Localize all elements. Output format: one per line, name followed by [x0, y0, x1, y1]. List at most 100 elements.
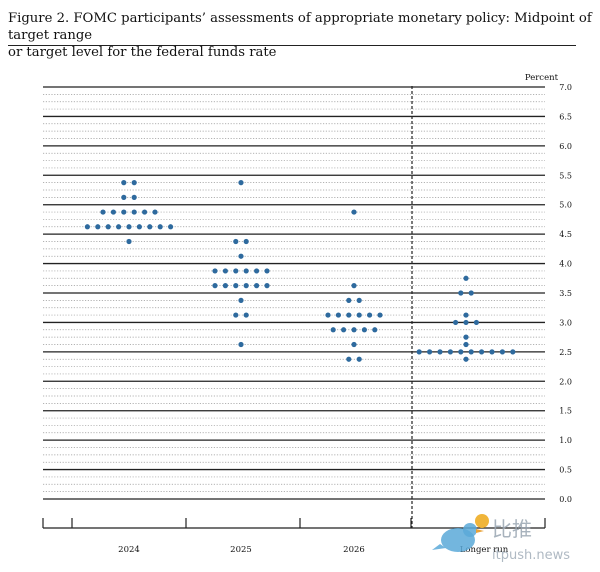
participant-dot: [356, 312, 362, 318]
participant-dot: [243, 268, 249, 274]
participant-dot: [499, 349, 505, 355]
participant-dot: [233, 312, 239, 318]
y-tick-label: 4.5: [559, 230, 572, 239]
dots: [84, 180, 516, 362]
participant-dot: [238, 180, 244, 186]
participant-dot: [372, 327, 378, 333]
participant-dot: [437, 349, 443, 355]
grid-lines: [43, 86, 545, 500]
participant-dot: [510, 349, 516, 355]
participant-dot: [468, 349, 474, 355]
y-tick-label: 1.5: [559, 407, 572, 416]
participant-dot: [238, 253, 244, 259]
figure-title: Figure 2. FOMC participants’ assessments…: [8, 10, 592, 61]
participant-dot: [222, 268, 228, 274]
x-axis: [42, 518, 546, 529]
participant-dot: [84, 224, 90, 230]
y-tick-label: 4.0: [559, 260, 572, 269]
figure-title-line-2: or target level for the federal funds ra…: [8, 45, 277, 60]
participant-dot: [126, 224, 132, 230]
participant-dot: [367, 312, 373, 318]
participant-dot: [427, 349, 433, 355]
participant-dot: [489, 349, 495, 355]
participant-dot: [212, 283, 218, 289]
participant-dot: [356, 297, 362, 303]
watermark-text-primary: 比推: [492, 517, 532, 541]
participant-dot: [416, 349, 422, 355]
y-tick-label: 3.0: [559, 318, 572, 327]
participant-dot: [243, 238, 249, 245]
participant-dot: [157, 224, 163, 230]
participant-dot: [126, 238, 132, 245]
y-tick-label: 6.5: [559, 112, 572, 121]
y-axis-label: Percent: [525, 73, 559, 83]
participant-dot: [458, 290, 464, 296]
participant-dot: [463, 312, 469, 318]
participant-dot: [121, 180, 127, 186]
participant-dot: [131, 194, 137, 200]
participant-dot: [463, 334, 469, 340]
participant-dot: [453, 319, 459, 326]
participant-dot: [121, 194, 127, 200]
participant-dot: [463, 341, 469, 348]
participant-dot: [222, 283, 228, 289]
y-tick-label: 1.0: [559, 436, 572, 445]
bird-icon: [432, 523, 484, 552]
participant-dot: [212, 268, 218, 274]
participant-dot: [447, 349, 453, 355]
y-tick-label: 0.0: [559, 495, 572, 504]
participant-dot: [142, 209, 148, 215]
watermark-logo: 比推 itpush.news: [432, 514, 570, 563]
x-tick-label: Longer run: [460, 545, 509, 555]
title-rule: [8, 45, 576, 46]
participant-dot: [463, 275, 469, 281]
participant-dot: [131, 180, 137, 186]
participant-dot: [168, 224, 174, 230]
participant-dot: [238, 297, 244, 303]
participant-dot: [233, 283, 239, 289]
participant-dot: [351, 283, 357, 289]
participant-dot: [351, 341, 357, 348]
participant-dot: [341, 327, 347, 333]
participant-dot: [458, 349, 464, 355]
participant-dot: [110, 209, 116, 215]
y-tick-label: 5.0: [559, 201, 572, 210]
participant-dot: [346, 297, 352, 303]
participant-dot: [105, 224, 111, 230]
figure-title-line-1: Figure 2. FOMC participants’ assessments…: [8, 11, 592, 43]
participant-dot: [361, 327, 367, 333]
participant-dot: [152, 209, 158, 215]
participant-dot: [147, 224, 153, 230]
y-tick-label: 2.0: [559, 377, 572, 386]
participant-dot: [254, 283, 260, 289]
y-tick-label: 6.0: [559, 142, 572, 151]
x-tick-label: 2024: [118, 545, 140, 555]
participant-dot: [243, 283, 249, 289]
participant-dot: [463, 356, 469, 362]
participant-dot: [233, 268, 239, 274]
y-tick-label: 5.5: [559, 171, 572, 180]
participant-dot: [377, 312, 383, 318]
y-tick-label: 7.0: [559, 83, 572, 92]
participant-dot: [335, 312, 341, 318]
x-tick-label: 2026: [343, 545, 365, 555]
x-tick-labels: 2024 2025 2026 Longer run: [118, 545, 509, 555]
watermark-text-secondary: itpush.news: [492, 548, 570, 563]
y-tick-label: 0.5: [559, 466, 572, 475]
participant-dot: [463, 319, 469, 326]
participant-dot: [468, 290, 474, 296]
participant-dot: [330, 327, 336, 333]
participant-dot: [479, 349, 485, 355]
participant-dot: [356, 356, 362, 362]
participant-dot: [346, 356, 352, 362]
participant-dot: [346, 312, 352, 318]
participant-dot: [238, 341, 244, 348]
coin-icon: [475, 514, 489, 528]
participant-dot: [473, 319, 479, 326]
participant-dot: [351, 209, 357, 215]
participant-dot: [233, 238, 239, 245]
y-tick-labels: 0.0 0.5 1.0 1.5 2.0 2.5 3.0 3.5 4.0 4.5 5.0 5.5 6.0 6…: [559, 83, 572, 504]
participant-dot: [116, 224, 122, 230]
participant-dot: [95, 224, 101, 230]
